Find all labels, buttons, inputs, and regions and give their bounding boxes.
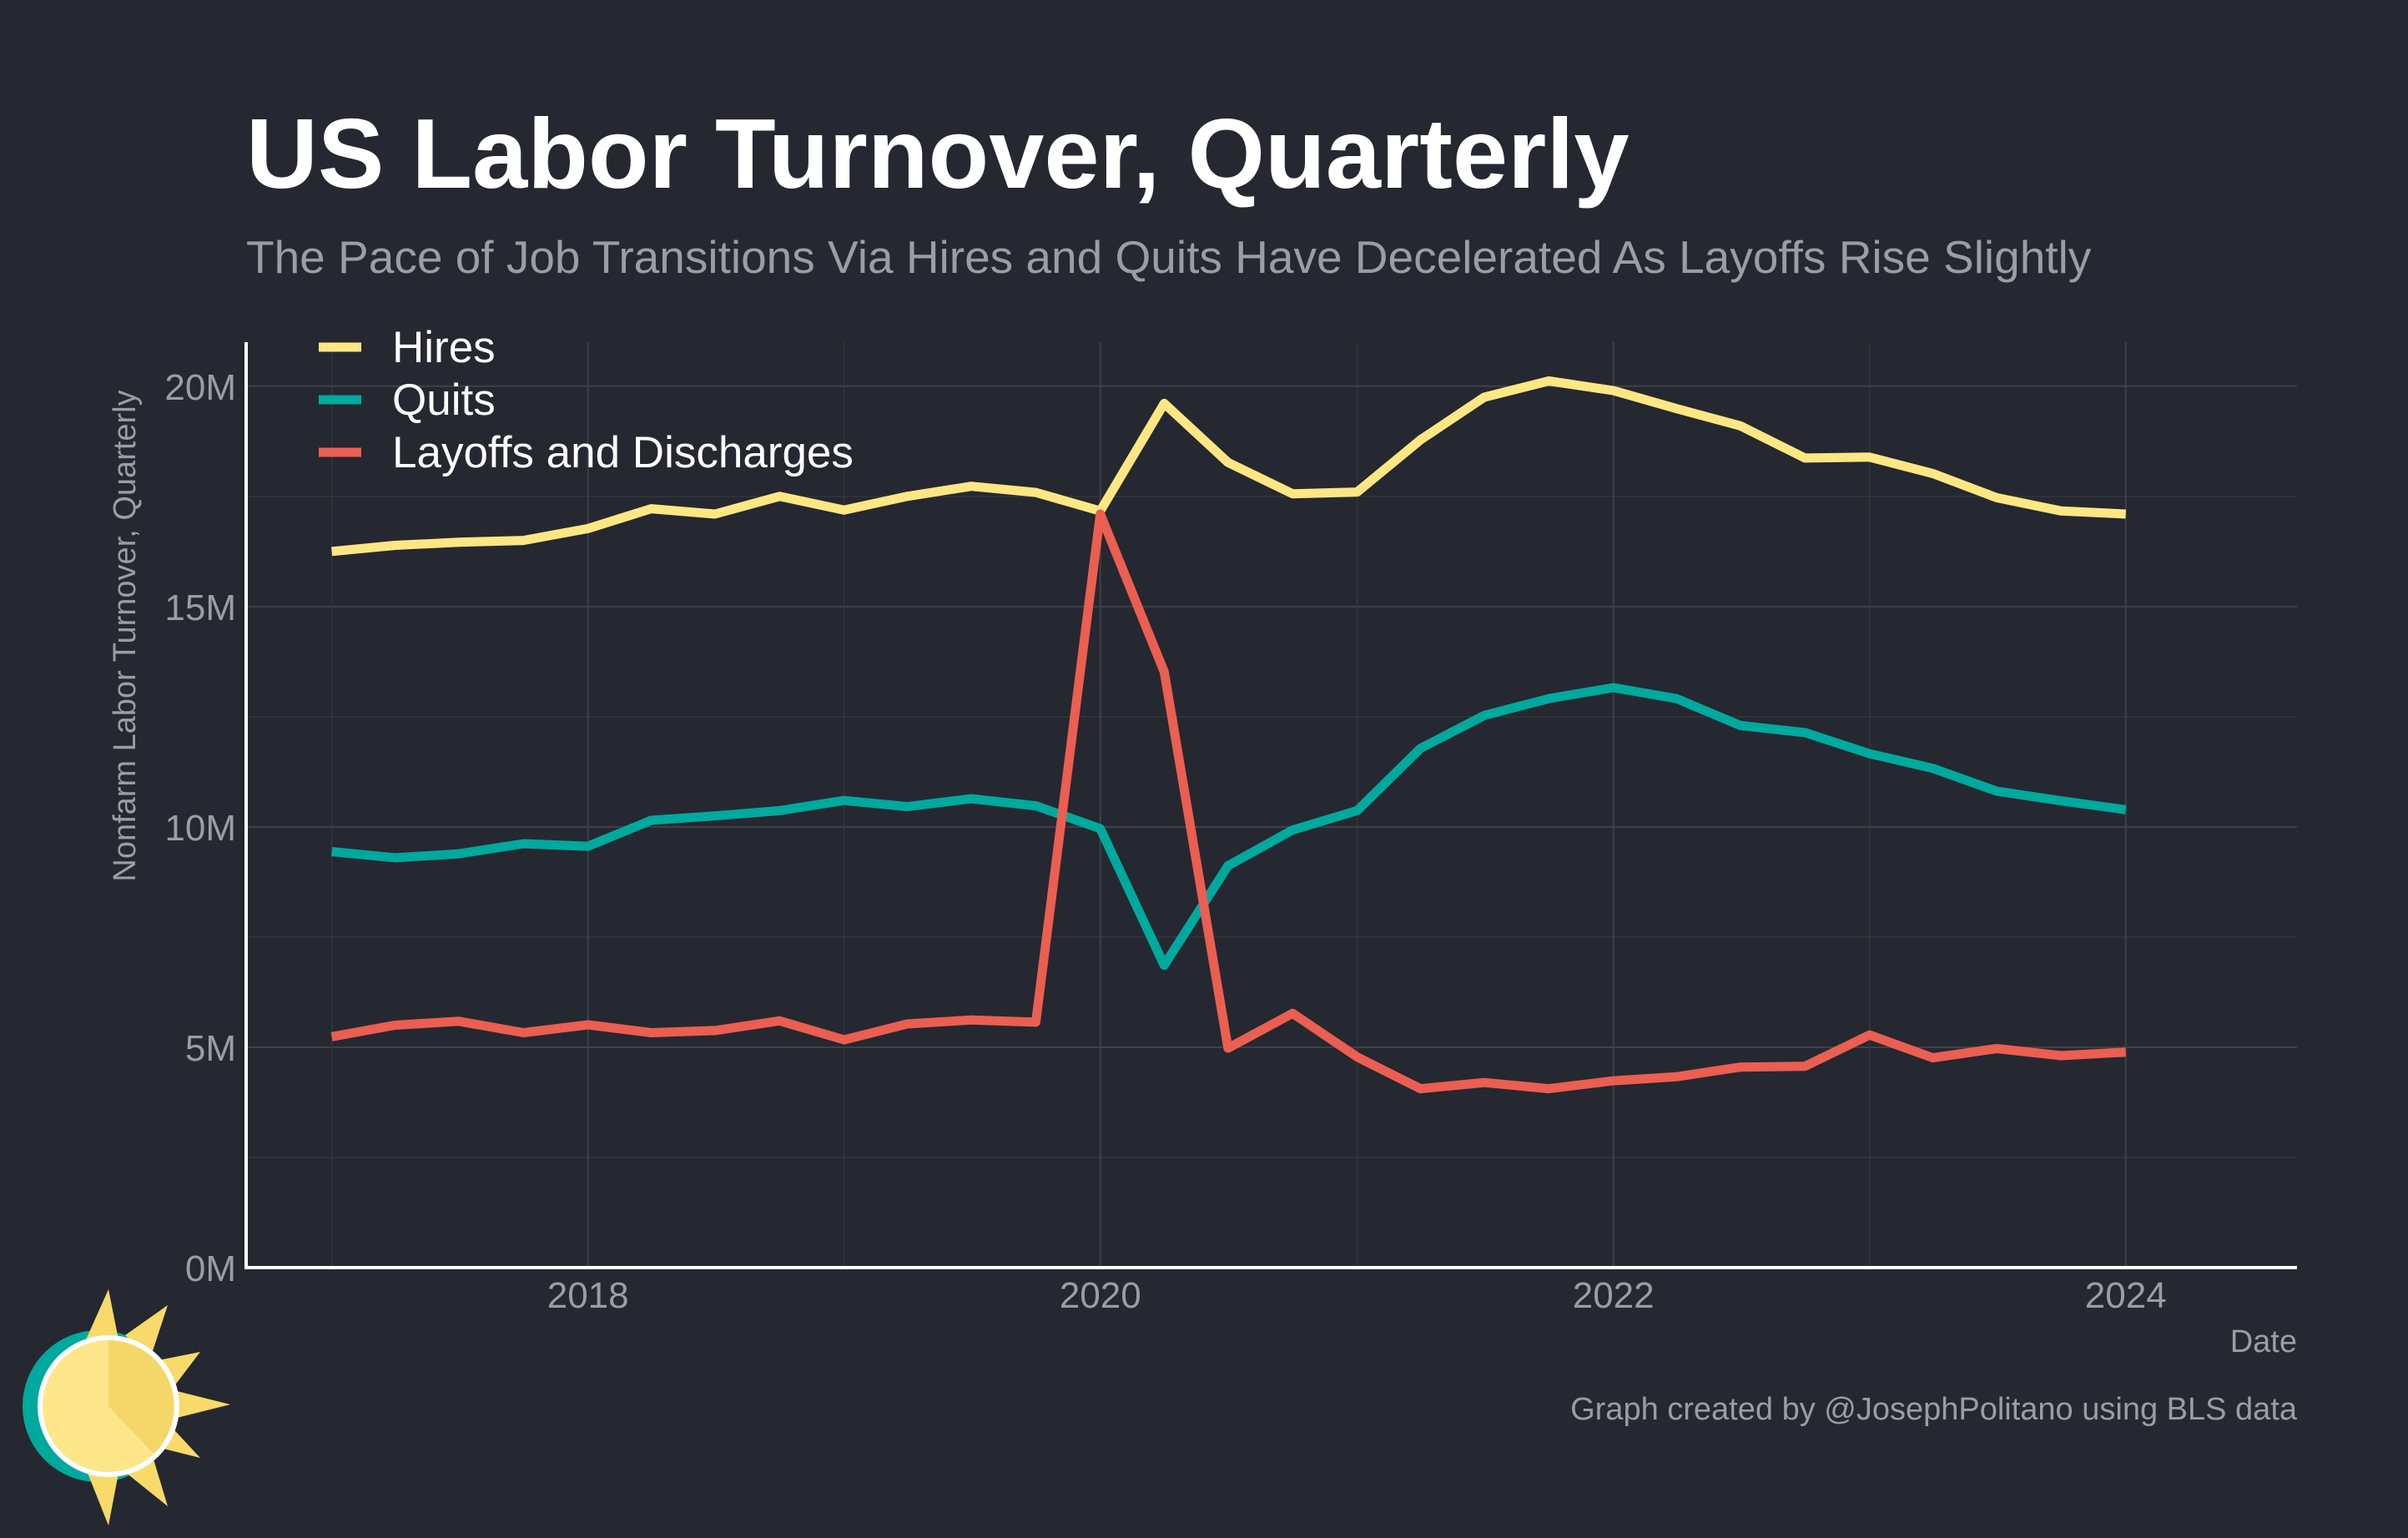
x-tick-label: 2018 <box>547 1275 629 1316</box>
chart-title: US Labor Turnover, Quarterly <box>246 98 1630 209</box>
x-axis-ticks: 2018 2020 2022 2024 <box>547 1275 2167 1316</box>
y-axis-label: Nonfarm Labor Turnover, Quarterly <box>108 390 143 881</box>
x-tick-label: 2022 <box>1573 1275 1655 1316</box>
legend-label-hires: Hires <box>392 323 496 372</box>
series-line-layoffs-and-discharges <box>330 509 2126 1094</box>
plot-area <box>330 376 2127 1094</box>
x-axis-label: Date <box>2230 1324 2297 1359</box>
sun-logo-icon <box>23 1289 230 1525</box>
y-tick-label: 20M <box>164 367 236 408</box>
x-tick-label: 2024 <box>2085 1275 2167 1316</box>
source-caption: Graph created by @JosephPolitano using B… <box>1570 1392 2298 1427</box>
legend-label-quits: Quits <box>392 376 496 425</box>
x-tick-label: 2020 <box>1060 1275 1141 1316</box>
legend-label-layoffs-and-discharges: Layoffs and Discharges <box>392 428 854 477</box>
grid-lines <box>246 342 2297 1268</box>
y-tick-label: 5M <box>185 1028 236 1069</box>
y-tick-label: 0M <box>185 1248 236 1289</box>
y-tick-label: 15M <box>164 587 236 628</box>
series-line-hires <box>331 376 2126 557</box>
y-axis-ticks: 0M 5M 10M 15M 20M <box>164 367 236 1289</box>
series-line-quits <box>331 683 2127 971</box>
y-tick-label: 10M <box>164 808 236 849</box>
chart-subtitle: The Pace of Job Transitions Via Hires an… <box>246 231 2092 283</box>
